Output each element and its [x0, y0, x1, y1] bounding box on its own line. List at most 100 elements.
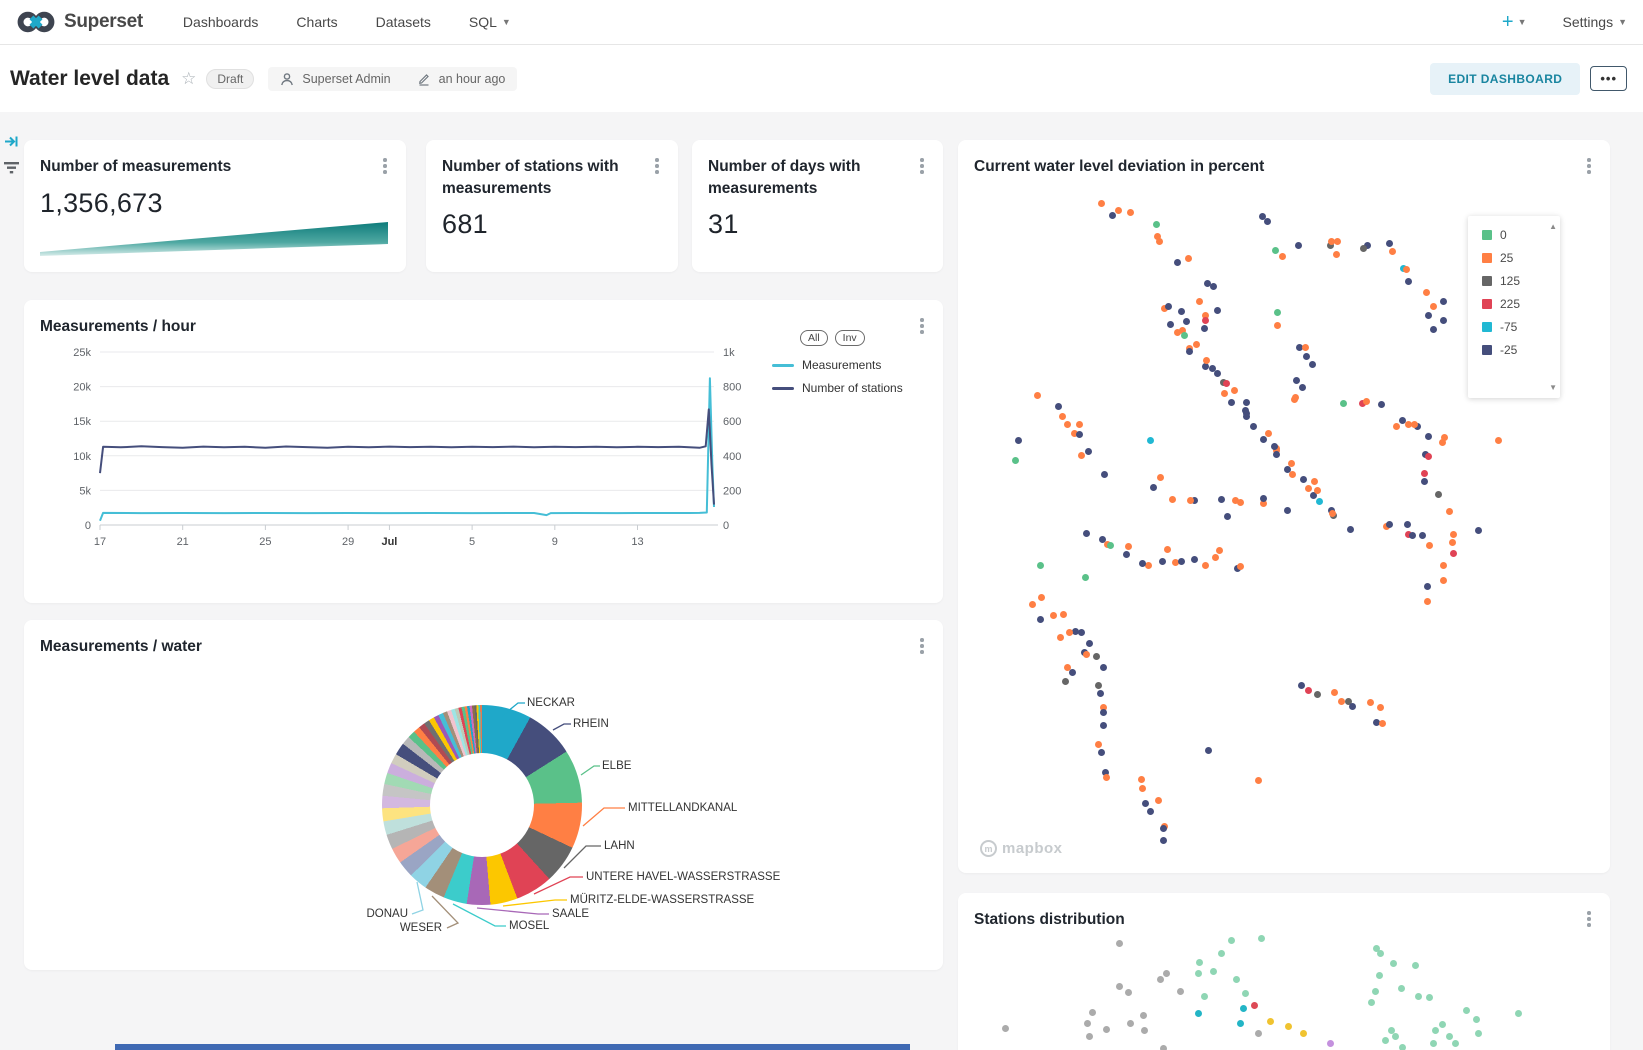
station-dot	[1115, 982, 1123, 990]
station-dot	[1176, 987, 1184, 995]
legend-item[interactable]: -75	[1482, 320, 1554, 334]
chart-title: Current water level deviation in percent	[974, 158, 1265, 175]
svg-text:5: 5	[469, 536, 475, 548]
station-dot	[1284, 1022, 1292, 1030]
chart-kebab-menu[interactable]	[1582, 156, 1596, 176]
donut-slice-label: MÜRITZ-ELDE-WASSERSTRASSE	[570, 894, 755, 906]
station-dot	[1159, 824, 1167, 832]
station-dot	[1223, 513, 1231, 521]
legend-swatch	[1482, 230, 1492, 240]
station-dot	[1146, 808, 1154, 816]
station-dot	[1124, 989, 1132, 997]
nav-item-dashboards[interactable]: Dashboards	[182, 14, 259, 30]
station-dot	[1065, 629, 1073, 637]
superset-logo[interactable]: Superset	[16, 9, 143, 35]
station-dot	[1327, 242, 1334, 250]
legend-scroll-up-icon[interactable]: ▲	[1549, 222, 1557, 231]
legend-item[interactable]: -25	[1482, 343, 1554, 357]
station-dot	[1315, 497, 1323, 505]
station-dot	[1127, 208, 1135, 216]
chart-kebab-menu[interactable]	[915, 316, 929, 336]
station-dot	[1061, 678, 1069, 686]
station-dot	[1425, 542, 1433, 550]
chart-kebab-menu[interactable]	[378, 156, 392, 176]
station-dot	[1363, 241, 1371, 249]
station-dot	[1360, 244, 1368, 252]
station-dot	[1463, 1007, 1471, 1015]
station-dot	[1378, 401, 1386, 409]
chart-kebab-menu[interactable]	[915, 636, 929, 656]
station-dot	[1412, 962, 1420, 970]
station-dot	[1057, 634, 1065, 642]
filter-funnel-icon[interactable]	[4, 161, 19, 175]
donut-slice-label: RHEIN	[573, 718, 609, 730]
station-dot	[1201, 311, 1209, 319]
station-dot	[1095, 740, 1103, 748]
station-dot	[1100, 721, 1108, 729]
station-dot	[1060, 611, 1068, 619]
station-dot	[1159, 1044, 1167, 1050]
station-dot	[1438, 438, 1446, 446]
station-dot	[1209, 282, 1217, 290]
legend-item[interactable]: 25	[1482, 251, 1554, 265]
station-dot	[1411, 421, 1419, 429]
station-dot	[1217, 495, 1225, 503]
chart-kebab-menu[interactable]	[650, 156, 664, 176]
station-dot	[1185, 255, 1193, 263]
more-options-button[interactable]: •••	[1590, 66, 1627, 91]
station-dot	[1314, 486, 1322, 494]
kpi-value: 681	[442, 209, 488, 240]
station-dot	[1378, 720, 1386, 728]
station-dot	[1301, 344, 1309, 352]
edit-dashboard-button[interactable]: EDIT DASHBOARD	[1430, 62, 1581, 95]
station-dot	[1494, 436, 1502, 444]
mapbox-attribution[interactable]: m mapbox	[980, 840, 1063, 857]
svg-text:10k: 10k	[73, 451, 91, 463]
owner-name: Superset Admin	[302, 71, 391, 86]
station-dot	[1273, 309, 1281, 317]
station-dot	[1514, 1009, 1522, 1017]
station-dot	[1439, 1020, 1447, 1028]
station-dot	[1140, 1012, 1147, 1020]
chart-kebab-menu[interactable]	[915, 156, 929, 176]
legend-inv-button[interactable]: Inv	[834, 330, 865, 346]
station-dot	[1430, 325, 1438, 333]
legend-all-button[interactable]: All	[800, 330, 828, 346]
legend-item[interactable]: 125	[1482, 274, 1554, 288]
nav-item-charts[interactable]: Charts	[296, 14, 338, 30]
settings-menu[interactable]: Settings ▼	[1562, 14, 1627, 30]
station-dot	[1033, 392, 1041, 400]
legend-item[interactable]: Measurements	[772, 358, 937, 372]
chart-card-water-level-deviation-map: Current water level deviation in percent…	[958, 140, 1610, 873]
station-dot	[1243, 410, 1251, 418]
nav-item-sql[interactable]: SQL ▼	[468, 14, 511, 30]
station-dot	[1081, 573, 1089, 581]
legend-item[interactable]: Number of stations	[772, 381, 937, 395]
station-dot	[1138, 784, 1146, 792]
new-item-button[interactable]: + ▼	[1502, 11, 1527, 34]
station-dot	[1084, 1020, 1092, 1028]
legend-label: Number of stations	[802, 381, 903, 395]
station-dot	[1149, 484, 1157, 492]
legend-item[interactable]: 225	[1482, 297, 1554, 311]
station-dot	[1328, 237, 1336, 245]
legend-item[interactable]: 0	[1482, 228, 1554, 242]
station-dot	[1258, 212, 1266, 220]
favorite-star-icon[interactable]: ☆	[181, 68, 197, 88]
expand-filter-bar-icon[interactable]	[4, 134, 19, 149]
station-dot	[1200, 325, 1208, 333]
station-dot	[1233, 564, 1241, 572]
legend-swatch	[1482, 322, 1492, 332]
nav-item-datasets[interactable]: Datasets	[375, 14, 431, 30]
station-dot	[1214, 370, 1222, 378]
legend-scroll-down-icon[interactable]: ▼	[1549, 383, 1557, 392]
station-dot	[1227, 936, 1235, 944]
edit-pencil-icon[interactable]	[417, 72, 431, 86]
superset-infinity-icon	[17, 11, 55, 33]
chart-card-measurements-per-water: Measurements / water NECKAR RHEIN ELBE MITT…	[24, 620, 943, 970]
legend-label: -25	[1500, 343, 1518, 357]
station-dot	[1049, 611, 1057, 619]
chart-kebab-menu[interactable]	[1582, 909, 1596, 929]
station-dot	[1392, 422, 1400, 430]
legend-label: -75	[1500, 320, 1518, 334]
